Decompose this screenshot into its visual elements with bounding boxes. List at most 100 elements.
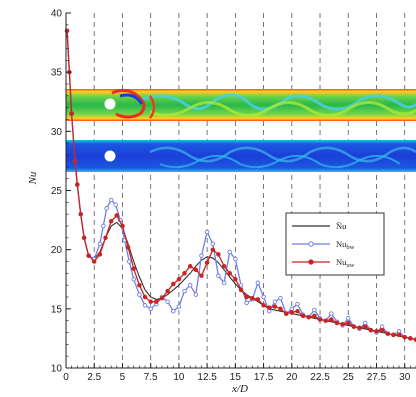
series-point-bw-43 bbox=[278, 295, 283, 301]
series-point-uw-60 bbox=[385, 331, 391, 336]
series-point-uw-44 bbox=[295, 308, 300, 314]
y-tick-label-5: 35 bbox=[51, 68, 63, 79]
series-point-uw-18 bbox=[148, 299, 153, 304]
series-point-bw-49 bbox=[312, 307, 317, 313]
series-point-uw-49 bbox=[323, 318, 328, 323]
series-point-bw-30 bbox=[204, 229, 210, 235]
series-point-uw-64 bbox=[408, 336, 413, 341]
series-point-bw-17 bbox=[131, 277, 136, 282]
legend-label-mean: N̄u bbox=[336, 221, 347, 231]
series-point-uw-24 bbox=[182, 271, 187, 276]
series-point-uw-41 bbox=[278, 306, 283, 312]
series-point-uw-34 bbox=[238, 287, 244, 293]
legend-entry-bw: Nubw bbox=[292, 239, 355, 251]
series-point-uw-3 bbox=[72, 158, 78, 164]
series-point-uw-61 bbox=[391, 332, 396, 338]
series-point-bw-37 bbox=[244, 300, 249, 306]
series-point-uw-37 bbox=[255, 297, 261, 302]
x-tick-label-6: 15 bbox=[230, 372, 242, 383]
series-point-uw-7 bbox=[86, 253, 91, 258]
series-point-uw-29 bbox=[210, 247, 216, 252]
series-point-uw-14 bbox=[125, 245, 131, 250]
series-point-uw-58 bbox=[374, 329, 379, 334]
series-point-bw-19 bbox=[142, 303, 148, 308]
series-point-bw-10 bbox=[101, 223, 106, 229]
series-point-uw-13 bbox=[120, 223, 125, 229]
x-tick-label-12: 30 bbox=[399, 372, 411, 383]
series-point-bw-32 bbox=[216, 273, 221, 278]
series-point-uw-21 bbox=[165, 288, 170, 294]
series-point-uw-59 bbox=[379, 327, 385, 333]
series-point-bw-42 bbox=[272, 299, 278, 304]
legend-label-uw: Nuuw bbox=[336, 257, 355, 269]
series-point-bw-29 bbox=[199, 253, 204, 258]
series-line-uw bbox=[66, 30, 416, 341]
x-tick-label-7: 17.5 bbox=[254, 372, 274, 383]
series-point-bw-12 bbox=[108, 197, 114, 203]
series-point-uw-47 bbox=[312, 313, 317, 319]
series-point-bw-11 bbox=[104, 206, 109, 211]
series-point-uw-23 bbox=[176, 277, 182, 282]
series-point-uw-2 bbox=[69, 111, 74, 116]
series-point-bw-31 bbox=[210, 241, 216, 247]
series-point-uw-30 bbox=[216, 252, 221, 257]
x-tick-label-10: 25 bbox=[343, 372, 355, 383]
series-point-bw-24 bbox=[171, 308, 176, 314]
series-point-uw-38 bbox=[261, 303, 266, 308]
series-point-bw-34 bbox=[227, 249, 232, 255]
series-line-mean bbox=[66, 30, 416, 341]
series-point-uw-46 bbox=[306, 314, 311, 320]
series-point-uw-27 bbox=[199, 273, 204, 278]
x-tick-label-9: 22.5 bbox=[310, 372, 330, 383]
x-tick-label-4: 10 bbox=[173, 372, 185, 383]
series-point-uw-31 bbox=[221, 263, 227, 269]
series-point-uw-33 bbox=[233, 277, 238, 282]
series-point-bw-52 bbox=[329, 311, 334, 316]
series-point-bw-13 bbox=[113, 202, 118, 207]
series-point-uw-15 bbox=[131, 266, 136, 271]
legend-entry-mean: N̄u bbox=[292, 221, 347, 231]
series-point-bw-16 bbox=[126, 259, 132, 264]
y-tick-label-3: 25 bbox=[51, 186, 63, 197]
series-line-bw bbox=[66, 30, 416, 341]
gridlines bbox=[93, 13, 406, 368]
legend-entry-uw: Nuuw bbox=[292, 257, 355, 269]
series-point-uw-8 bbox=[91, 259, 97, 264]
series-point-uw-35 bbox=[244, 294, 249, 300]
series-point-uw-5 bbox=[78, 211, 83, 217]
flow-field-inset-bottom bbox=[66, 140, 416, 172]
series-point-uw-32 bbox=[227, 271, 232, 276]
series-point-uw-22 bbox=[171, 281, 176, 287]
series-point-bw-28 bbox=[193, 292, 199, 297]
series-point-uw-48 bbox=[317, 317, 323, 322]
series-point-uw-45 bbox=[300, 313, 306, 319]
series-point-uw-25 bbox=[187, 263, 193, 269]
series-point-uw-51 bbox=[334, 320, 340, 326]
x-tick-label-11: 27.5 bbox=[367, 372, 387, 383]
series-point-uw-10 bbox=[103, 235, 108, 241]
series-point-bw-45 bbox=[289, 306, 295, 312]
series-point-uw-63 bbox=[402, 334, 407, 340]
series-point-uw-28 bbox=[204, 260, 210, 265]
series-point-bw-55 bbox=[346, 316, 351, 321]
y-tick-label-4: 30 bbox=[51, 127, 63, 138]
x-tick-label-8: 20 bbox=[286, 372, 298, 383]
series-point-bw-46 bbox=[295, 301, 300, 307]
axes: 0 2.5 5 7.5 10 12.5 15 17.5 20 22.5 25 27.5 30 10 15 20… bbox=[51, 9, 416, 383]
series-point-uw-4 bbox=[75, 182, 80, 187]
legend-label-bw: Nubw bbox=[336, 239, 355, 251]
series-point-uw-40 bbox=[272, 304, 278, 309]
x-tick-label-5: 12.5 bbox=[197, 372, 217, 383]
x-tick-label-2: 5 bbox=[120, 372, 126, 383]
series-point-bw-40 bbox=[261, 294, 266, 300]
series-point-uw-54 bbox=[351, 324, 357, 329]
flow-field-inset-top bbox=[66, 88, 416, 121]
series-point-uw-17 bbox=[142, 294, 148, 300]
series-point-bw-35 bbox=[233, 256, 238, 262]
series-point-bw-58 bbox=[362, 320, 368, 326]
series-point-uw-20 bbox=[159, 295, 165, 301]
series-point-uw-55 bbox=[357, 325, 362, 331]
series-point-uw-52 bbox=[340, 321, 345, 327]
series-point-bw-23 bbox=[165, 299, 170, 304]
